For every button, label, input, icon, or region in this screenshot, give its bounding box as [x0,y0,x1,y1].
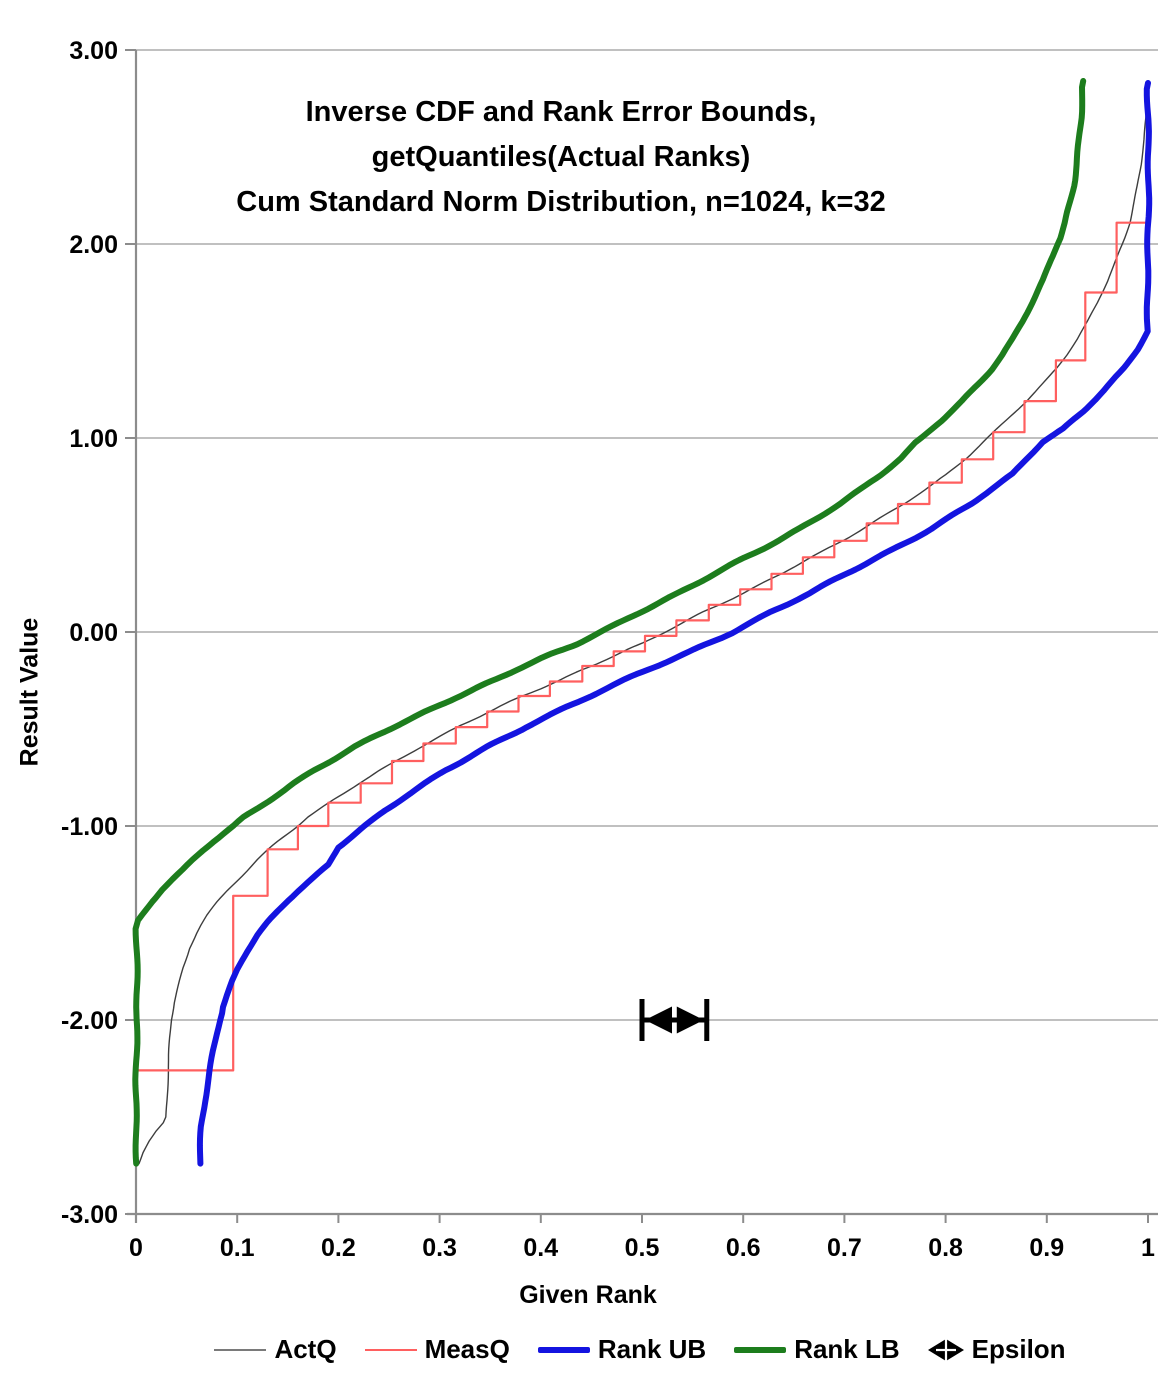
legend-item-rank-lb: Rank LB [734,1334,900,1365]
y-tick-label: -3.00 [61,1201,118,1229]
legend: ActQ MeasQ Rank UB Rank LB Epsilon [140,1334,1140,1365]
legend-label-actq: ActQ [274,1334,337,1364]
y-tick-label: 0.00 [69,619,118,647]
legend-label-measq: MeasQ [424,1334,510,1364]
x-tick-label: 0.3 [422,1234,457,1262]
y-tick-label: 3.00 [69,37,118,65]
chart-title-line-3: Cum Standard Norm Distribution, n=1024, … [236,186,886,218]
chart-title-line-2: getQuantiles(Actual Ranks) [371,141,751,173]
actq-line-swatch [214,1348,267,1351]
x-tick-label: 0.4 [523,1234,558,1262]
legend-item-measq: MeasQ [364,1334,510,1365]
legend-item-rank-ub: Rank UB [537,1334,707,1365]
epsilon-legend-icon [927,1336,964,1363]
x-tick-label: 0.9 [1029,1234,1064,1262]
measq-line-swatch [364,1348,417,1351]
y-axis-title: Result Value [15,617,44,767]
chart-title: Inverse CDF and Rank Error Bounds, getQu… [236,90,885,225]
y-tick-label: 1.00 [69,425,118,453]
legend-item-epsilon: Epsilon [927,1334,1066,1365]
x-axis-title: Given Rank [519,1281,657,1309]
epsilon-left-arrowhead [645,1006,672,1034]
x-tick-label: 0 [129,1234,143,1262]
rank-ub-line-swatch [537,1346,590,1353]
x-tick-label: 0.6 [726,1234,761,1262]
legend-item-actq: ActQ [214,1334,337,1365]
epsilon-left-bar [639,999,645,1041]
rank-lb-line-swatch [734,1346,787,1353]
x-tick-label: 0.1 [220,1234,255,1262]
x-tick-label: 1 [1141,1234,1155,1262]
y-tick-label: -1.00 [61,813,118,841]
legend-label-rank-lb: Rank LB [794,1334,900,1364]
x-tick-label: 0.5 [625,1234,660,1262]
legend-label-rank-ub: Rank UB [597,1334,707,1364]
x-tick-label: 0.7 [827,1234,862,1262]
y-tick-label: -2.00 [61,1007,118,1035]
epsilon-marker [639,999,710,1041]
x-tick-label: 0.8 [928,1234,963,1262]
legend-label-epsilon: Epsilon [971,1334,1066,1364]
x-tick-label: 0.2 [321,1234,356,1262]
series-measq-line [134,221,1150,1072]
epsilon-right-bar [704,999,710,1041]
series-rank-ub-line [196,80,1153,1167]
y-tick-label: 2.00 [69,231,118,259]
epsilon-right-arrowhead [676,1006,704,1034]
series-rank-lb-line [132,78,1087,1167]
chart-title-line-1: Inverse CDF and Rank Error Bounds, [305,96,817,128]
epsilon-shaft [644,1017,705,1023]
